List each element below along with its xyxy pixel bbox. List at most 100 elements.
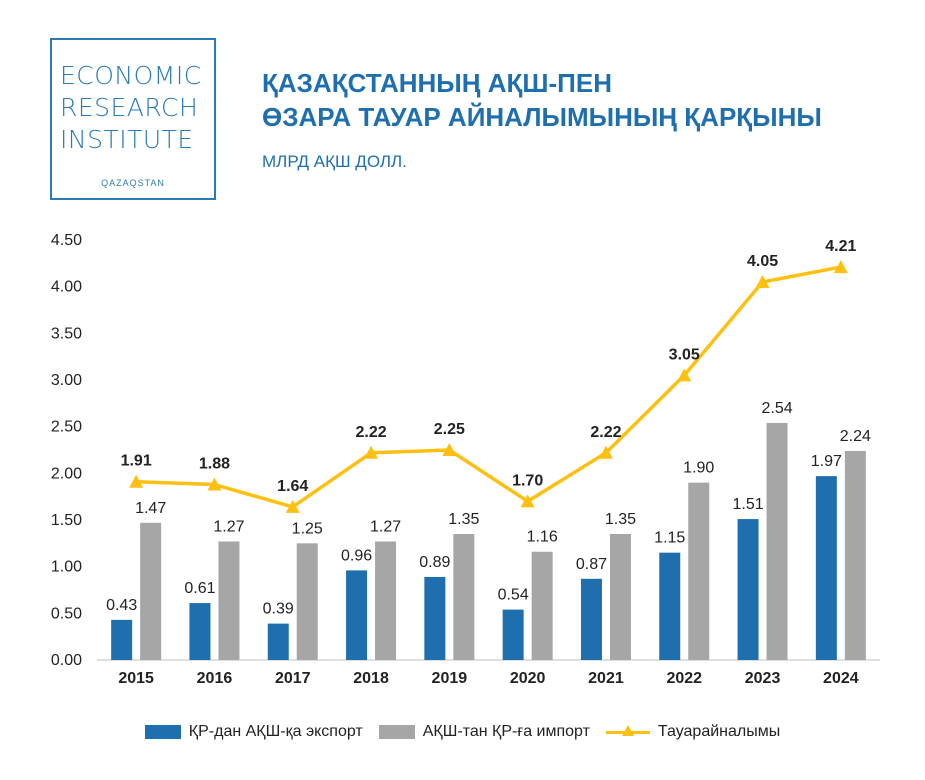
bar-label-export: 0.89 [419, 554, 450, 571]
bar-label-export: 0.61 [184, 580, 215, 597]
bar-import [531, 551, 553, 660]
institute-logo: ECONOMIC RESEARCH INSTITUTE QAZAQSTAN [50, 38, 216, 200]
turnover-label: 1.88 [199, 456, 230, 473]
x-tick-label: 2016 [197, 670, 233, 687]
x-tick-label: 2019 [432, 670, 468, 687]
turnover-marker [285, 499, 300, 513]
y-tick-label: 3.00 [51, 372, 82, 389]
turnover-label: 3.05 [669, 346, 700, 363]
logo-subline: QAZAQSTAN [101, 178, 165, 188]
legend-swatch-import [378, 725, 415, 739]
bar-series [111, 422, 866, 660]
turnover-marker [598, 445, 613, 459]
bar-import [766, 422, 788, 660]
bar-label-export: 0.43 [106, 597, 137, 614]
bar-export [659, 552, 681, 660]
legend-label-export: ҚР-дан АҚШ-қа экспорт [188, 723, 363, 740]
bar-import [140, 522, 162, 660]
bar-import [844, 450, 866, 660]
y-tick-label: 4.00 [51, 279, 82, 296]
turnover-line [136, 265, 842, 509]
x-tick-label: 2023 [745, 670, 781, 687]
chart-title-line-2: ӨЗАРА ТАУАР АЙНАЛЫМЫНЫҢ ҚАРҚЫНЫ [262, 102, 822, 132]
y-tick-label: 0.00 [51, 652, 82, 669]
bar-import [688, 482, 710, 660]
x-tick-label: 2022 [666, 670, 702, 687]
bar-export [815, 476, 837, 660]
turnover-label: 4.05 [747, 253, 778, 270]
turnover-label: 1.70 [512, 472, 543, 489]
bar-export [502, 609, 524, 660]
legend-item-turnover: Тауарайналымы [605, 723, 781, 741]
trade-chart: 0.00 0.50 1.00 1.50 2.00 2.50 3.00 3.50 4.00 4.50… [51, 232, 880, 687]
bar-import [296, 543, 318, 660]
x-tick-label: 2015 [118, 670, 154, 687]
legend-item-import: АҚШ-тан ҚР-ға импорт [378, 723, 590, 741]
bar-label-export: 0.54 [498, 587, 529, 604]
logo-line-2: RESEARCH [60, 93, 199, 122]
bar-export [737, 519, 759, 660]
turnover-marker [833, 260, 848, 274]
x-axis: 2015 2016 2017 2018 2019 2020 2021 2022 2023 2024 [97, 659, 880, 687]
chart-legend: ҚР-дан АҚШ-қа экспорт АҚШ-тан ҚР-ға импо… [0, 723, 925, 741]
bar-label-import: 1.27 [213, 518, 244, 535]
bar-export [111, 619, 133, 660]
bar-label-export: 0.87 [576, 556, 607, 573]
line-series [129, 260, 848, 513]
y-tick-label: 2.50 [51, 419, 82, 436]
x-tick-label: 2018 [353, 670, 389, 687]
turnover-label: 1.64 [277, 478, 308, 495]
bar-label-import: 1.35 [605, 511, 636, 528]
bar-label-export: 1.15 [654, 530, 685, 547]
bar-label-import: 1.35 [448, 511, 479, 528]
bar-import [375, 541, 397, 660]
line-labels: 1.91 1.88 1.64 2.22 2.25 1.70 2.22 3.05 4.05 4.21 [121, 238, 857, 495]
turnover-label: 4.21 [825, 238, 856, 255]
bar-import [609, 534, 631, 660]
legend-label-turnover: Тауарайналымы [657, 723, 781, 740]
logo-line-3: INSTITUTE [60, 125, 194, 154]
chart-title: ҚАЗАҚСТАННЫҢ АҚШ-ПЕН ӨЗАРА ТАУАР АЙНАЛЫМ… [262, 66, 822, 134]
chart-unit: МЛРД АҚШ ДОЛЛ. [262, 152, 407, 171]
y-tick-label: 4.50 [51, 232, 82, 249]
x-tick-label: 2024 [823, 670, 859, 687]
bar-label-import: 1.27 [370, 518, 401, 535]
y-tick-label: 1.50 [51, 512, 82, 529]
y-tick-label: 2.00 [51, 465, 82, 482]
turnover-marker [677, 368, 692, 382]
bar-label-export: 1.51 [732, 496, 763, 513]
turnover-marker [207, 477, 222, 491]
turnover-label: 2.22 [355, 424, 386, 441]
y-tick-label: 1.00 [51, 559, 82, 576]
y-tick-label: 0.50 [51, 605, 82, 622]
bar-import [453, 534, 475, 660]
y-axis: 0.00 0.50 1.00 1.50 2.00 2.50 3.00 3.50 4.00 4.50 [51, 232, 82, 669]
turnover-marker [520, 494, 535, 508]
logo-line-1: ECONOMIC [60, 61, 202, 90]
bar-label-export: 0.39 [263, 601, 294, 618]
turnover-marker [129, 474, 144, 488]
x-tick-label: 2020 [510, 670, 546, 687]
bar-export [346, 570, 368, 660]
bar-export [267, 623, 289, 660]
legend-swatch-turnover [605, 725, 650, 739]
x-tick-label: 2021 [588, 670, 624, 687]
turnover-marker [442, 443, 457, 456]
bar-export [580, 578, 602, 660]
bar-label-export: 1.97 [811, 453, 842, 470]
chart-title-line-1: ҚАЗАҚСТАННЫҢ АҚШ-ПЕН [262, 68, 612, 98]
bar-import [218, 541, 240, 660]
legend-label-import: АҚШ-тан ҚР-ға импорт [422, 723, 590, 740]
x-tick-label: 2017 [275, 670, 311, 687]
legend-item-export: ҚР-дан АҚШ-қа экспорт [144, 723, 363, 741]
bar-export [189, 603, 211, 660]
legend-swatch-export [144, 725, 181, 739]
bar-labels: 0.43 1.47 0.61 1.27 0.39 1.25 0.96 1.27 0.89 1.35… [106, 400, 871, 618]
bar-label-import: 2.24 [840, 428, 871, 445]
turnover-marker [755, 275, 770, 288]
turnover-label: 2.25 [434, 421, 465, 438]
bar-label-import: 1.90 [683, 460, 714, 477]
y-tick-label: 3.50 [51, 325, 82, 342]
turnover-marker [364, 445, 379, 459]
bar-label-import: 1.25 [292, 520, 323, 537]
